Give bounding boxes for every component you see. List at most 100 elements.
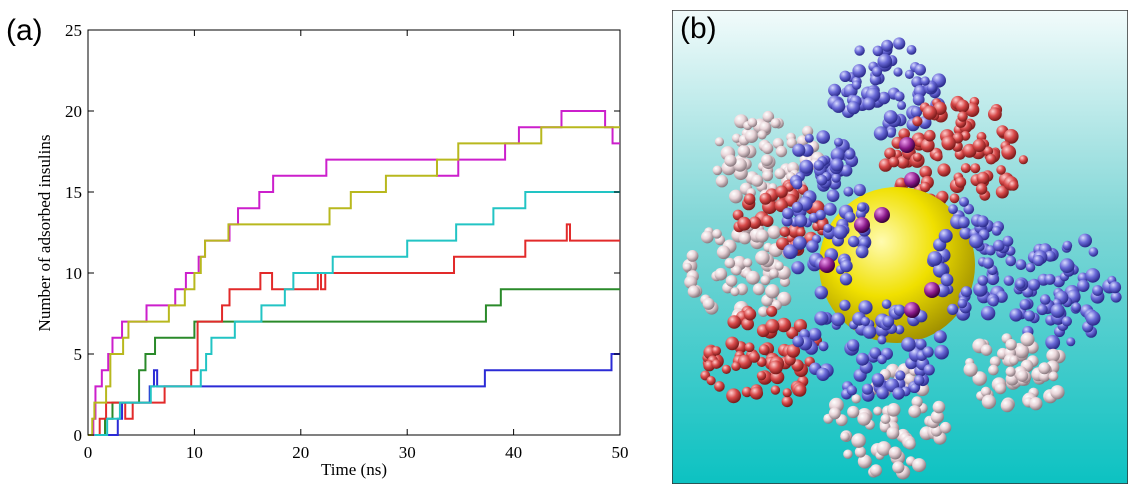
atom-sphere bbox=[748, 351, 760, 363]
atom-sphere bbox=[1009, 355, 1019, 366]
atom-sphere bbox=[877, 354, 887, 365]
x-tick-label: 10 bbox=[186, 443, 203, 462]
atom-sphere bbox=[969, 234, 984, 249]
atom-sphere bbox=[752, 283, 765, 296]
atom-sphere bbox=[851, 433, 866, 448]
atom-sphere bbox=[750, 386, 764, 400]
atom-sphere bbox=[980, 386, 991, 397]
atom-sphere bbox=[932, 262, 948, 278]
atom-sphere bbox=[737, 144, 751, 158]
atom-sphere bbox=[862, 97, 876, 111]
atom-sphere bbox=[995, 185, 1009, 199]
atom-sphere bbox=[919, 165, 932, 179]
atom-sphere bbox=[1045, 335, 1061, 350]
atom-sphere bbox=[1015, 279, 1026, 289]
atom-sphere bbox=[940, 273, 954, 287]
atom-sphere bbox=[983, 146, 994, 157]
atom-sphere bbox=[932, 151, 943, 162]
atom-sphere bbox=[715, 175, 729, 188]
atom-sphere bbox=[989, 356, 1001, 367]
atom-sphere bbox=[684, 275, 698, 289]
atom-sphere bbox=[1029, 397, 1043, 411]
atom-sphere bbox=[831, 99, 846, 113]
series-line-4 bbox=[88, 191, 620, 436]
atom-sphere bbox=[901, 337, 916, 352]
atom-sphere bbox=[972, 138, 986, 153]
atom-sphere bbox=[844, 211, 856, 223]
atom-sphere bbox=[986, 272, 1000, 286]
atom-sphere bbox=[799, 159, 814, 174]
atom-sphere bbox=[1062, 240, 1073, 251]
atom-sphere bbox=[976, 171, 990, 185]
series-line-3 bbox=[88, 223, 620, 436]
atom-sphere bbox=[975, 183, 988, 195]
atom-sphere bbox=[933, 330, 947, 344]
atom-sphere bbox=[687, 285, 701, 298]
atom-sphere bbox=[898, 128, 910, 140]
atom-sphere bbox=[814, 311, 829, 326]
atom-sphere bbox=[716, 245, 731, 260]
atom-sphere bbox=[1002, 235, 1014, 247]
atom-sphere bbox=[888, 446, 902, 460]
atom-sphere bbox=[1028, 278, 1041, 291]
atom-sphere bbox=[920, 181, 931, 193]
atom-sphere bbox=[897, 100, 907, 110]
atom-sphere bbox=[814, 285, 828, 300]
protein-clusters-front bbox=[781, 137, 1017, 402]
atom-sphere bbox=[960, 163, 971, 174]
atom-sphere bbox=[1061, 316, 1072, 327]
atom-sphere bbox=[712, 229, 722, 239]
atom-sphere bbox=[1020, 332, 1035, 347]
atom-sphere bbox=[956, 99, 970, 113]
atom-sphere bbox=[904, 438, 916, 450]
atom-sphere bbox=[892, 387, 905, 400]
atom-sphere bbox=[1000, 399, 1014, 413]
atom-sphere bbox=[743, 193, 756, 205]
atom-sphere bbox=[840, 164, 853, 177]
atom-sphere bbox=[774, 168, 786, 180]
series-line-6 bbox=[88, 126, 620, 436]
atom-sphere bbox=[937, 163, 951, 177]
atom-sphere bbox=[851, 394, 861, 404]
atom-sphere bbox=[871, 373, 885, 386]
atom-sphere bbox=[858, 300, 873, 315]
atom-sphere bbox=[854, 45, 865, 56]
atom-sphere bbox=[793, 384, 807, 397]
x-tick-label: 50 bbox=[612, 443, 629, 462]
atom-sphere bbox=[922, 105, 937, 120]
atom-sphere bbox=[926, 82, 937, 93]
atom-sphere bbox=[737, 216, 752, 231]
atom-sphere bbox=[895, 177, 907, 190]
series-line-2 bbox=[88, 288, 620, 436]
atom-sphere bbox=[1044, 273, 1056, 285]
atom-sphere bbox=[876, 386, 889, 400]
atom-sphere bbox=[682, 262, 692, 272]
atom-sphere bbox=[862, 325, 877, 339]
atom-sphere bbox=[852, 64, 866, 78]
atom-sphere bbox=[880, 414, 891, 424]
atom-sphere bbox=[768, 360, 783, 375]
atom-sphere bbox=[941, 135, 956, 151]
atom-sphere bbox=[876, 441, 892, 456]
atom-sphere bbox=[960, 286, 972, 298]
atom-sphere bbox=[977, 275, 989, 286]
atom-sphere bbox=[1025, 262, 1036, 273]
atom-sphere bbox=[1050, 385, 1065, 400]
atom-sphere bbox=[711, 359, 722, 369]
atom-sphere bbox=[894, 325, 905, 335]
atom-sphere bbox=[759, 192, 772, 205]
series-layer bbox=[88, 110, 620, 436]
atom-sphere bbox=[1071, 302, 1081, 312]
atom-sphere bbox=[996, 165, 1006, 175]
atom-sphere bbox=[886, 128, 896, 138]
atom-sphere bbox=[970, 163, 981, 174]
atom-sphere bbox=[872, 45, 884, 57]
series-line-5 bbox=[88, 110, 620, 436]
atom-sphere bbox=[914, 64, 926, 76]
binding-site-sphere bbox=[904, 172, 920, 188]
atom-sphere bbox=[840, 431, 850, 442]
atom-sphere bbox=[860, 316, 870, 326]
atom-sphere bbox=[853, 183, 866, 197]
atom-sphere bbox=[813, 160, 825, 171]
atom-sphere bbox=[724, 257, 736, 269]
